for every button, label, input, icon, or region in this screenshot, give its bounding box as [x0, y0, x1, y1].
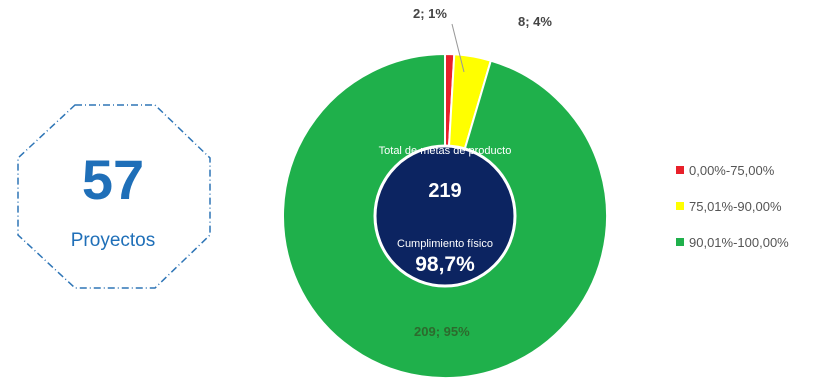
octagon-outline [17, 104, 211, 289]
center-title: Total de metas de producto [378, 145, 512, 157]
leader-line-red [451, 23, 465, 73]
legend-swatch-red [676, 166, 684, 174]
center-percent: 98,7% [415, 253, 475, 276]
legend: 0,00%-75,00% 75,01%-90,00% 90,01%-100,00… [676, 160, 789, 268]
center-subtitle: Cumplimiento físico [397, 238, 493, 250]
center-circle [373, 144, 517, 288]
legend-item-red: 0,00%-75,00% [676, 160, 789, 180]
legend-item-yellow: 75,01%-90,00% [676, 196, 789, 216]
data-label-red: 2; 1% [413, 6, 447, 21]
data-label-green: 209; 95% [414, 324, 470, 339]
legend-text-red: 0,00%-75,00% [689, 162, 775, 178]
legend-text-green: 90,01%-100,00% [689, 234, 789, 250]
legend-item-green: 90,01%-100,00% [676, 232, 789, 252]
data-label-yellow: 8; 4% [518, 14, 552, 29]
legend-text-yellow: 75,01%-90,00% [689, 198, 782, 214]
projects-badge: 57 Proyectos [0, 0, 230, 379]
projects-count: 57 [81, 148, 145, 211]
projects-label: Proyectos [70, 230, 156, 251]
legend-swatch-green [676, 238, 684, 246]
legend-swatch-yellow [676, 202, 684, 210]
center-total: 219 [428, 180, 462, 202]
